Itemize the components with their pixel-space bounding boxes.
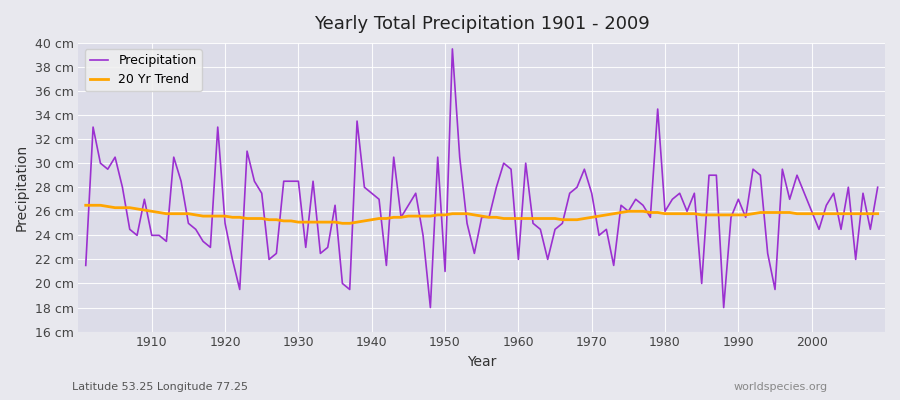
Y-axis label: Precipitation: Precipitation <box>15 144 29 231</box>
Precipitation <box>520 161 531 166</box>
Precipitation <box>527 221 538 226</box>
Line: Precipitation: Precipitation <box>86 49 878 308</box>
Precipitation <box>301 245 311 250</box>
20 Yr Trend <box>872 211 883 216</box>
Line: 20 Yr Trend: 20 Yr Trend <box>86 205 878 223</box>
20 Yr Trend <box>80 203 91 208</box>
Text: worldspecies.org: worldspecies.org <box>734 382 828 392</box>
Precipitation <box>872 185 883 190</box>
Precipitation <box>80 263 91 268</box>
Text: Latitude 53.25 Longitude 77.25: Latitude 53.25 Longitude 77.25 <box>72 382 248 392</box>
20 Yr Trend <box>513 216 524 221</box>
20 Yr Trend <box>520 216 531 221</box>
Precipitation <box>447 46 458 51</box>
Precipitation <box>139 197 149 202</box>
Precipitation <box>345 287 356 292</box>
20 Yr Trend <box>139 208 149 212</box>
20 Yr Trend <box>301 220 311 224</box>
20 Yr Trend <box>337 221 347 226</box>
Title: Yearly Total Precipitation 1901 - 2009: Yearly Total Precipitation 1901 - 2009 <box>314 15 650 33</box>
20 Yr Trend <box>352 220 363 224</box>
Legend: Precipitation, 20 Yr Trend: Precipitation, 20 Yr Trend <box>85 49 202 91</box>
Precipitation <box>425 305 436 310</box>
20 Yr Trend <box>608 211 619 216</box>
X-axis label: Year: Year <box>467 355 497 369</box>
Precipitation <box>616 203 626 208</box>
